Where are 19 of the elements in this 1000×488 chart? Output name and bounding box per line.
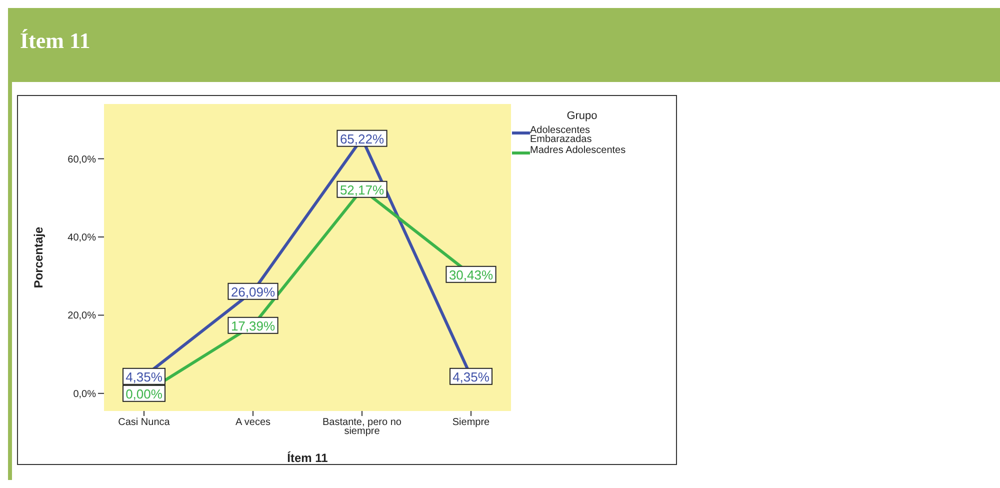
data-label: 17,39% — [230, 318, 276, 334]
chart-title: Ítem 11 — [20, 28, 90, 54]
data-label: 65,22% — [340, 131, 384, 146]
legend-label: Adolescentes Embarazadas — [530, 125, 593, 145]
x-tick-label: Bastante, pero no siempre — [322, 417, 402, 437]
legend-title: Grupo — [566, 110, 598, 122]
y-tick-label: 40,0% — [68, 232, 96, 244]
y-tick-label: 60,0% — [68, 154, 96, 166]
x-axis-title: Ítem 11 — [287, 451, 328, 465]
data-label: 26,09% — [230, 284, 276, 300]
x-tick-label: Casi Nunca — [118, 417, 170, 428]
y-tick-label: 20,0% — [68, 310, 96, 322]
data-label: 52,17% — [340, 182, 384, 198]
x-tick-label: A veces — [235, 417, 271, 428]
y-tick-label: 0,0% — [73, 388, 96, 400]
y-axis-title: Porcentaje — [31, 226, 46, 288]
data-label: 30,43% — [448, 267, 494, 282]
x-tick-label: Siempre — [452, 417, 490, 428]
legend-label: Madres Adolescentes — [530, 145, 627, 156]
